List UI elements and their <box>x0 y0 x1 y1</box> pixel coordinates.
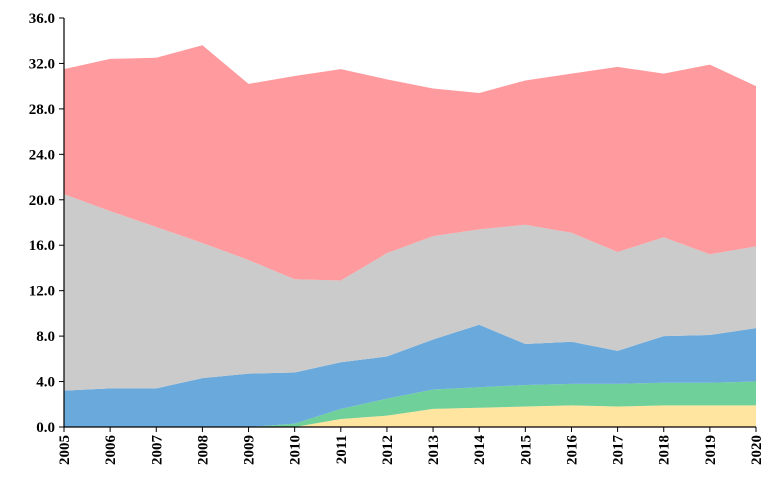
y-tick-label: 16.0 <box>29 238 55 254</box>
x-tick-label: 2009 <box>242 435 258 465</box>
x-tick-label: 2015 <box>518 435 534 465</box>
y-tick-label: 20.0 <box>29 193 55 209</box>
x-tick-label: 2011 <box>334 435 350 464</box>
x-tick-label: 2006 <box>103 435 119 466</box>
x-tick-label: 2013 <box>426 435 442 465</box>
x-tick-label: 2005 <box>57 435 73 465</box>
x-tick-label: 2007 <box>149 435 165 466</box>
area-series-group <box>64 45 756 427</box>
area-series-1 <box>64 405 756 427</box>
x-tick-label: 2020 <box>749 435 765 465</box>
x-tick-label: 2010 <box>288 435 304 465</box>
y-tick-label: 12.0 <box>29 284 55 300</box>
x-axis: 2005 2006 2007 2008 2009 2010 2011 2012 2013 2014… <box>57 426 765 466</box>
y-tick-label: 8.0 <box>36 329 55 345</box>
y-tick-label: 24.0 <box>29 147 55 163</box>
area-series-3 <box>64 324 756 427</box>
y-axis: 0.0 4.0 8.0 12.0 16.0 20.0 24.0 28.0 32.0 36.0 <box>29 11 65 436</box>
x-tick-label: 2014 <box>472 435 488 466</box>
y-tick-label: 0.0 <box>36 420 55 436</box>
y-tick-label: 32.0 <box>29 56 55 72</box>
x-tick-label: 2012 <box>380 435 396 465</box>
area-series-4 <box>64 194 756 391</box>
area-series-5 <box>64 45 756 281</box>
x-tick-label: 2016 <box>564 435 580 466</box>
y-tick-label: 4.0 <box>36 375 55 391</box>
y-tick-label: 28.0 <box>29 102 55 118</box>
y-tick-label: 36.0 <box>29 11 55 27</box>
x-tick-label: 2018 <box>657 435 673 465</box>
x-tick-label: 2008 <box>195 435 211 465</box>
area-series-2 <box>64 381 756 427</box>
x-tick-label: 2017 <box>611 435 627 466</box>
x-tick-label: 2019 <box>703 435 719 465</box>
